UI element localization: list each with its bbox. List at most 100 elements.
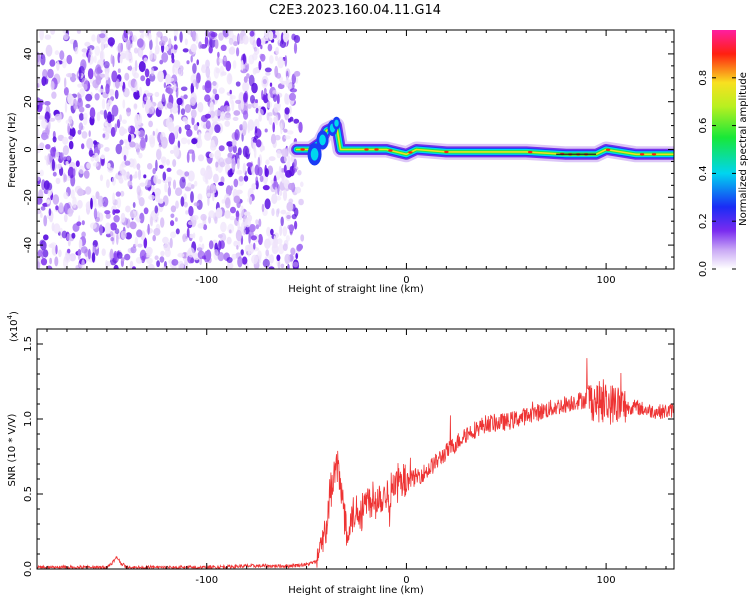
noise-speckle	[277, 103, 281, 108]
noise-speckle	[123, 154, 127, 162]
noise-speckle	[242, 229, 247, 236]
noise-speckle	[110, 54, 114, 64]
noise-speckle	[237, 221, 241, 230]
noise-speckle	[95, 191, 100, 200]
y-tick-label: -20	[23, 189, 34, 205]
noise-speckle	[225, 197, 231, 209]
noise-speckle	[144, 68, 150, 78]
noise-speckle	[255, 219, 259, 225]
noise-speckle	[144, 96, 148, 102]
noise-speckle	[225, 60, 232, 72]
noise-speckle	[130, 246, 137, 254]
noise-speckle	[283, 128, 288, 133]
noise-speckle	[220, 232, 227, 242]
noise-speckle	[232, 116, 239, 121]
noise-speckle	[187, 247, 195, 258]
noise-speckle	[40, 240, 47, 251]
noise-speckle	[45, 155, 49, 166]
noise-speckle	[229, 93, 233, 105]
noise-speckle	[81, 48, 88, 53]
noise-speckle	[117, 174, 124, 182]
noise-speckle	[54, 113, 62, 121]
noise-speckle	[276, 149, 282, 159]
noise-speckle	[143, 174, 147, 179]
noise-speckle	[155, 35, 159, 47]
noise-speckle	[52, 171, 57, 177]
noise-speckle	[175, 217, 178, 222]
noise-speckle	[81, 259, 85, 269]
noise-speckle	[134, 210, 139, 221]
noise-speckle	[243, 211, 251, 216]
noise-speckle	[190, 30, 194, 38]
noise-speckle	[249, 30, 255, 37]
noise-speckle	[120, 80, 124, 87]
noise-speckle	[250, 235, 257, 241]
noise-speckle	[260, 53, 266, 62]
noise-speckle	[207, 196, 210, 207]
noise-speckle	[242, 53, 246, 65]
snr-y-tick-label: 1.0	[23, 411, 34, 427]
noise-speckle	[149, 39, 153, 51]
noise-speckle	[137, 38, 144, 48]
noise-speckle	[149, 73, 156, 82]
noise-speckle	[104, 222, 111, 235]
noise-speckle	[38, 115, 45, 120]
noise-speckle	[233, 110, 241, 116]
noise-speckle	[46, 199, 51, 205]
noise-speckle	[219, 65, 225, 77]
noise-speckle	[81, 220, 85, 226]
noise-speckle	[271, 193, 278, 205]
snr-multiplier-close: )	[9, 311, 20, 315]
noise-speckle	[63, 174, 68, 183]
noise-speckle	[260, 37, 266, 45]
noise-speckle	[256, 37, 262, 47]
snr-multiplier-base: (x10	[9, 319, 20, 342]
noise-speckle	[227, 223, 235, 234]
noise-speckle	[58, 249, 62, 258]
noise-speckle	[277, 243, 285, 255]
noise-speckle	[170, 205, 177, 213]
noise-speckle	[177, 102, 181, 115]
noise-speckle	[143, 57, 148, 64]
noise-speckle	[274, 134, 281, 141]
noise-speckle	[270, 133, 277, 145]
noise-speckle	[152, 130, 155, 137]
track-hotspot	[364, 148, 369, 151]
noise-speckle	[203, 224, 208, 231]
noise-speckle	[254, 103, 259, 108]
noise-speckle	[154, 91, 160, 98]
noise-speckle	[277, 238, 283, 245]
noise-speckle	[190, 109, 197, 119]
noise-speckle	[158, 198, 164, 204]
noise-speckle	[150, 216, 154, 227]
noise-speckle	[260, 44, 263, 50]
noise-speckle	[214, 39, 219, 49]
noise-speckle	[78, 122, 84, 131]
noise-speckle	[294, 220, 298, 230]
noise-speckle	[224, 210, 231, 219]
noise-speckle	[113, 264, 119, 269]
noise-speckle	[47, 68, 54, 79]
noise-speckle	[45, 44, 53, 57]
noise-speckle	[166, 159, 170, 166]
noise-speckle	[119, 55, 123, 64]
noise-speckle	[284, 135, 291, 140]
noise-speckle	[281, 148, 289, 158]
noise-speckle	[226, 263, 234, 269]
noise-speckle	[280, 209, 287, 215]
noise-speckle	[191, 151, 196, 163]
noise-speckle	[55, 149, 59, 161]
noise-speckle	[153, 52, 157, 60]
noise-speckle	[242, 162, 246, 174]
noise-speckle	[68, 115, 73, 123]
noise-speckle	[100, 154, 106, 160]
track-hotspot	[605, 148, 611, 151]
noise-speckle	[187, 221, 194, 226]
noise-speckle	[73, 98, 78, 111]
noise-speckle	[280, 263, 285, 269]
colorbar-label: Normalized spectral amplitude	[738, 72, 749, 226]
noise-speckle	[242, 120, 248, 132]
noise-speckle	[83, 170, 90, 179]
noise-speckle	[150, 67, 155, 77]
noise-speckle	[134, 236, 138, 247]
